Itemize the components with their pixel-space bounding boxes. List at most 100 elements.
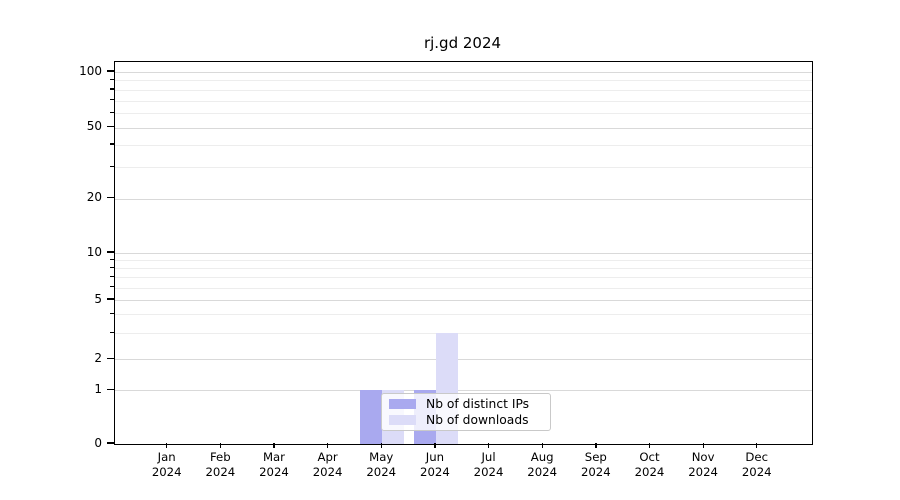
gridline-minor [115,100,812,102]
x-tick-year: 2024 [688,465,718,479]
gridlines-layer [115,62,812,444]
gridline-minor [115,277,812,279]
gridline-minor [115,167,812,169]
x-tick-year: 2024 [527,465,558,479]
x-tick-mark [756,443,758,448]
legend-label-downloads: Nb of downloads [426,413,529,427]
chart-title: rj.gd 2024 [423,34,502,52]
y-tick-mark [107,251,114,253]
gridline-major [115,359,812,361]
y-tick-mark [107,70,114,72]
gridline-minor [115,314,812,316]
x-tick-label-sep: Sep 2024 [564,450,628,480]
x-tick-mark [595,443,597,448]
x-tick-month: Apr [317,450,338,464]
x-tick-year: 2024 [420,465,450,479]
bar-may-ips [360,390,383,444]
y-minor-tick-mark [110,143,114,145]
y-minor-tick-mark [110,286,114,288]
y-minor-tick-mark [110,78,114,81]
gridline-major [115,127,812,129]
x-tick-label-mar: Mar 2024 [242,450,306,480]
gridline-minor [115,268,812,270]
plot-area [114,61,813,445]
x-tick-year: 2024 [741,465,772,479]
gridline-major [115,253,812,254]
x-tick-label-oct: Oct 2024 [617,450,681,480]
y-tick-label: 0 [94,435,102,450]
y-minor-tick-mark [110,88,114,90]
bars-layer [115,62,812,444]
x-tick-label-jan: Jan 2024 [135,450,199,480]
y-minor-tick-mark [110,99,114,101]
y-minor-tick-mark [110,165,114,168]
gridline-major [115,390,812,392]
x-tick-month: Jan [157,450,176,464]
x-tick-label-apr: Apr 2024 [296,450,360,480]
legend: Nb of distinct IPs Nb of downloads [381,393,551,431]
y-tick-label: 5 [94,291,102,306]
y-minor-tick-mark [110,266,114,268]
x-tick-month: Feb [209,450,231,464]
y-minor-tick-mark [110,111,114,113]
legend-item-downloads: Nb of downloads [389,413,543,427]
x-tick-year: 2024 [634,465,665,479]
x-tick-label-jun: Jun 2024 [403,450,467,480]
x-tick-mark [219,443,222,448]
x-tick-year: 2024 [312,465,343,479]
x-tick-month: May [369,450,394,464]
gridline-major [115,72,812,73]
y-minor-tick-mark [110,275,114,277]
x-tick-year: 2024 [366,465,397,479]
y-minor-tick-mark [110,331,114,333]
x-tick-mark [487,443,490,448]
y-tick-label: 50 [86,119,102,134]
x-tick-month: Oct [639,450,660,464]
y-tick-mark [107,298,114,300]
x-tick-mark [702,443,704,448]
gridline-minor [115,89,812,91]
legend-label-distinct-ips: Nb of distinct IPs [426,397,530,411]
x-tick-month: Aug [530,450,554,464]
y-tick-mark [107,126,114,128]
x-tick-year: 2024 [259,465,289,479]
x-tick-mark [648,443,651,448]
x-tick-year: 2024 [205,465,236,479]
x-tick-year: 2024 [580,465,611,479]
x-tick-mark [273,443,275,448]
x-tick-month: Nov [691,450,715,464]
y-tick-label: 10 [86,244,102,259]
x-tick-year: 2024 [151,465,182,479]
y-tick-label: 1 [94,381,102,396]
x-tick-label-dec: Dec 2024 [725,450,789,480]
x-tick-month: Sep [584,450,607,464]
gridline-minor [115,333,812,335]
gridline-minor [115,260,812,262]
gridline-minor [115,80,812,82]
x-tick-label-nov: Nov 2024 [671,450,735,480]
y-minor-tick-mark [110,258,114,260]
x-tick-month: Mar [262,450,285,464]
y-tick-mark [107,197,114,199]
x-tick-month: Jul [481,450,496,464]
x-tick-year: 2024 [473,465,504,479]
gridline-minor [115,144,812,146]
gridline-major [115,300,812,301]
x-tick-mark [380,443,382,448]
legend-swatch-distinct-ips [389,399,416,409]
x-tick-mark [434,443,436,448]
x-tick-label-may: May 2024 [349,450,413,480]
y-tick-mark [107,357,114,359]
gridline-minor [115,113,812,115]
y-tick-label: 2 [94,350,102,365]
gridline-minor [115,287,812,289]
legend-swatch-downloads [389,415,416,425]
y-tick-label: 20 [86,190,102,205]
y-tick-mark [107,442,114,444]
x-tick-mark [166,443,168,448]
x-tick-mark [327,443,329,448]
legend-item-distinct-ips: Nb of distinct IPs [389,397,543,411]
y-tick-label: 100 [79,63,102,78]
x-tick-label-jul: Jul 2024 [457,450,521,480]
